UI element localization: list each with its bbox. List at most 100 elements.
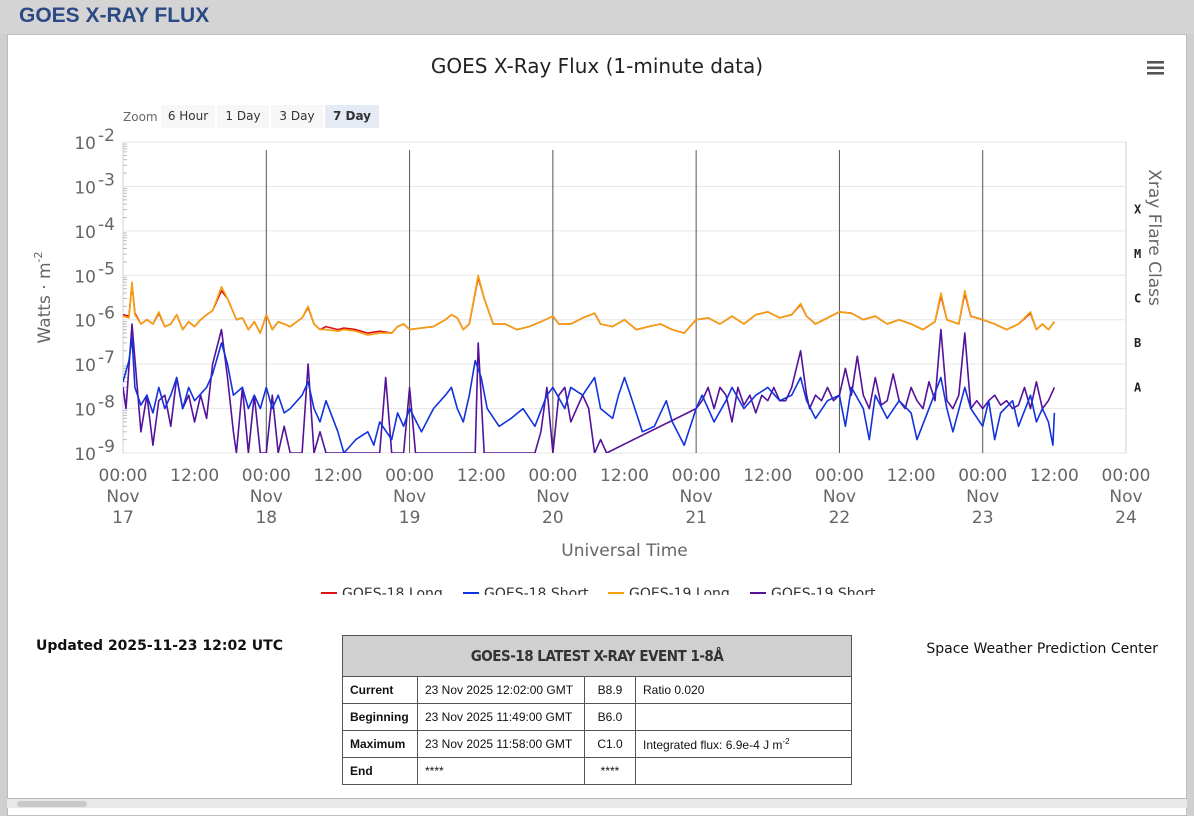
x-tick-label: 24 [1115,508,1137,528]
table-row: Beginning 23 Nov 2025 11:49:00 GMT B6.0 [342,703,852,731]
x-tick-label: 21 [685,508,707,528]
x-tick-label: 00:00 [528,466,577,486]
zoom-button-6h[interactable]: 6 Hour [161,105,215,128]
zoom-button-1d-label: 1 Day [225,109,260,123]
flare-class-label: A [1134,380,1142,394]
zoom-button-7d[interactable]: 7 Day [325,105,379,128]
x-tick-label: 00:00 [958,466,1007,486]
y-axis-title: Watts · m-2 [32,251,55,343]
x-tick-label: 00:00 [1102,466,1151,486]
legend-item-label: GOES-18 Long [342,586,443,595]
x-tick-label: 00:00 [672,466,721,486]
legend-item-label: GOES-19 Short [771,586,876,595]
latest-event-table: GOES-18 LATEST X-RAY EVENT 1-8Å Current … [342,635,852,785]
y-tick-exponent: -3 [98,170,115,190]
row-note-sup: -2 [782,736,790,746]
horizontal-scrollbar[interactable] [7,798,1187,808]
x-tick-label: Nov [250,487,283,507]
row-label: Current [342,676,418,704]
x-tick-label: 00:00 [385,466,434,486]
x-tick-label: Nov [966,487,999,507]
y-tick-exponent: -5 [98,259,115,279]
row-label: Maximum [342,730,418,758]
zoom-selector: Zoom 6 Hour 1 Day 3 Day 7 Day [123,105,379,128]
y-axis-title-exponent: -2 [32,251,45,262]
table-row: Current 23 Nov 2025 12:02:00 GMT B8.9 Ra… [342,676,852,704]
updated-timestamp: Updated 2025-11-23 12:02 UTC [36,638,283,654]
row-note [635,703,852,731]
flare-class-label: X [1134,203,1142,217]
x-tick-label: 12:00 [170,466,219,486]
y-tick-exponent: -7 [98,348,115,368]
legend-item-label: GOES-19 Long [629,586,730,595]
table-row: Maximum 23 Nov 2025 11:58:00 GMT C1.0 In… [342,730,852,758]
scrollbar-thumb[interactable] [17,801,87,807]
zoom-button-3d-label: 3 Day [279,109,314,123]
legend: GOES-18 Long GOES-18 Short GOES-19 Long GOE… [321,586,876,595]
row-label: End [342,757,418,785]
zoom-button-3d[interactable]: 3 Day [271,105,323,128]
x-tick-label: 19 [399,508,421,528]
y-tick-label: 10 [74,223,96,243]
row-time: 23 Nov 2025 11:58:00 GMT [417,730,585,758]
x-tick-label: 00:00 [99,466,148,486]
row-time: 23 Nov 2025 11:49:00 GMT [417,703,585,731]
chart-title: GOES X-Ray Flux (1-minute data) [431,54,763,78]
row-label: Beginning [342,703,418,731]
x-tick-label: 00:00 [815,466,864,486]
row-time: **** [417,757,585,785]
flare-class-label: C [1134,292,1141,306]
series-line-goes-19-short [123,323,1056,453]
x-tick-label: 17 [112,508,134,528]
y-tick-label: 10 [74,356,96,376]
x-tick-label: 12:00 [457,466,506,486]
row-class: B8.9 [584,676,636,704]
y-tick-label: 10 [74,178,96,198]
page-header: GOES X-RAY FLUX [0,0,1194,34]
y-tick-exponent: -8 [98,393,115,413]
row-note [635,757,852,785]
table-row: End **** **** [342,757,852,785]
row-note-text: Ratio 0.020 [643,683,705,697]
legend-item-label: GOES-18 Short [484,586,589,595]
x-tick-label: 12:00 [600,466,649,486]
series-line-goes-18-short [123,336,1056,453]
page-title: GOES X-RAY FLUX [19,4,210,27]
y-tick-label: 10 [74,312,96,332]
row-time: 23 Nov 2025 12:02:00 GMT [417,676,585,704]
hamburger-menu-icon[interactable] [1143,57,1169,79]
event-table-title: GOES-18 LATEST X-RAY EVENT 1-8Å [342,635,852,677]
series-line-goes-19-long [123,274,1056,336]
x-tick-label: 12:00 [743,466,792,486]
y-tick-label: 10 [74,134,96,154]
x-tick-label: 12:00 [313,466,362,486]
x-tick-label: 18 [255,508,277,528]
y-tick-label: 10 [74,267,96,287]
x-tick-label: 00:00 [242,466,291,486]
zoom-button-6h-label: 6 Hour [168,109,208,123]
flare-class-label: M [1134,247,1141,261]
y-tick-exponent: -9 [98,437,115,457]
xray-flux-chart: GOES X-Ray Flux (1-minute data) Zoom 6 H… [32,54,1169,595]
zoom-button-1d[interactable]: 1 Day [217,105,269,128]
x-tick-label: Nov [536,487,569,507]
x-tick-label: Nov [1109,487,1142,507]
row-note: Integrated flux: 6.9e-4 J m-2 [635,730,852,758]
x-tick-label: 12:00 [887,466,936,486]
row-class: C1.0 [584,730,636,758]
y-tick-exponent: -6 [98,304,115,324]
y-tick-exponent: -4 [98,215,115,235]
zoom-button-7d-label: 7 Day [333,109,371,123]
row-note-text: Integrated flux: 6.9e-4 J m [643,737,783,752]
right-axis-title: Xray Flare Class [1144,169,1164,306]
x-tick-label: Nov [680,487,713,507]
plot-area [122,141,1127,454]
y-tick-label: 10 [74,445,96,465]
zoom-label: Zoom [123,110,158,124]
x-tick-label: 22 [829,508,851,528]
x-tick-label: Nov [393,487,426,507]
y-tick-label: 10 [74,401,96,421]
row-note: Ratio 0.020 [635,676,852,704]
x-tick-label: 12:00 [1030,466,1079,486]
